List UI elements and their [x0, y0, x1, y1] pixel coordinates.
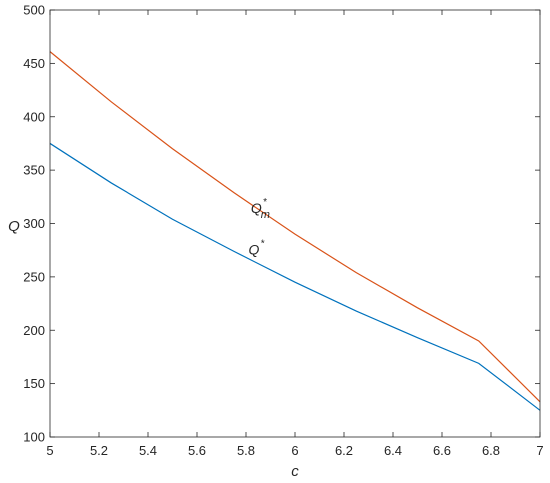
x-tick-label-2: 5.4 — [139, 443, 157, 458]
x-tick-label-8: 6.6 — [433, 443, 451, 458]
axes-layer: 5 5.2 5.4 5.6 5.8 6 6.2 6.4 6.6 6.8 7 100 150 200 250 3… — [23, 3, 543, 459]
y-tick-label-8: 500 — [23, 3, 45, 18]
y-tick-label-2: 200 — [23, 323, 45, 338]
x-tick-label-10: 7 — [536, 443, 543, 458]
y-tick-label-5: 350 — [23, 163, 45, 178]
x-tick-label-9: 6.8 — [482, 443, 500, 458]
x-tick-label-3: 5.6 — [188, 443, 206, 458]
series-line-1 — [49, 51, 541, 403]
series-label-1: Q* m — [251, 197, 270, 221]
y-tick-label-0: 100 — [23, 430, 45, 445]
x-tick-label-0: 5 — [46, 443, 53, 458]
x-tick-label-4: 5.8 — [237, 443, 255, 458]
y-tick-label-6: 400 — [23, 109, 45, 124]
x-axis-label: c — [291, 463, 299, 480]
y-tick-label-7: 450 — [23, 56, 45, 71]
series-line-2 — [49, 142, 541, 411]
x-tick-label-7: 6.4 — [384, 443, 402, 458]
series-layer — [49, 51, 541, 411]
annotation-layer: Q* m Q* — [248, 197, 269, 258]
x-tick-label-1: 5.2 — [90, 443, 108, 458]
y-tick-label-3: 250 — [23, 269, 45, 284]
plot-area — [50, 10, 540, 437]
plot-background — [50, 10, 540, 437]
y-tick-label-1: 150 — [23, 376, 45, 391]
series-label-2: Q* — [248, 238, 265, 257]
x-tick-label-6: 6.2 — [335, 443, 353, 458]
x-tick-label-5: 6 — [291, 443, 298, 458]
y-tick-label-4: 300 — [23, 216, 45, 231]
y-axis-label: Q — [8, 218, 20, 235]
